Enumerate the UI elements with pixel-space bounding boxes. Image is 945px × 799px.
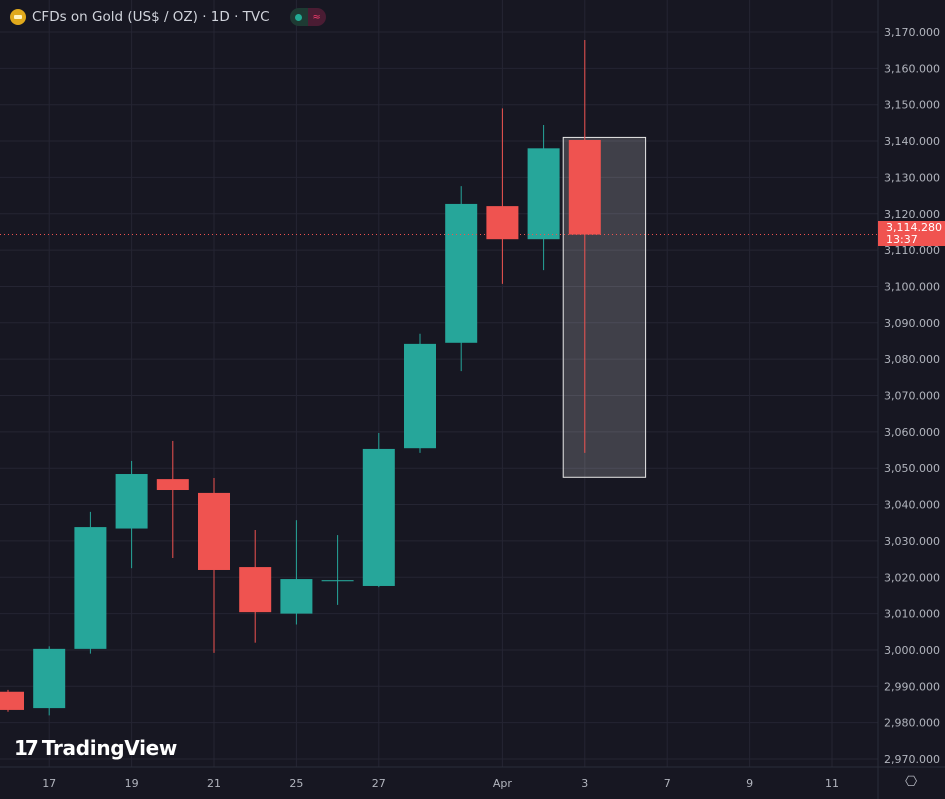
price-axis-label: 3,090.000 [884, 317, 940, 330]
candle [115, 460, 148, 569]
market-open-dot-icon [295, 13, 303, 21]
candle-body [115, 474, 148, 529]
price-axis-label: 3,140.000 [884, 135, 940, 148]
candle-body [486, 206, 519, 240]
time-axis-label: 19 [125, 777, 139, 790]
candle [486, 108, 519, 284]
candle-body [445, 203, 478, 343]
candle-body [239, 567, 272, 613]
price-axis-label: 3,130.000 [884, 171, 940, 184]
candle-body [280, 579, 313, 614]
wave-icon: ≈ [307, 8, 326, 26]
candle [568, 39, 601, 453]
candle [198, 478, 230, 653]
time-axis-label: 21 [207, 777, 221, 790]
candle [239, 529, 272, 643]
candle [321, 535, 354, 605]
symbol-title[interactable]: CFDs on Gold (US$ / OZ) · 1D · TVC [32, 9, 270, 25]
gold-bars-icon [10, 9, 26, 25]
price-axis-label: 3,000.000 [884, 644, 940, 657]
candle-body [0, 691, 24, 710]
time-axis-label: 9 [746, 777, 753, 790]
price-axis-label: 3,020.000 [884, 571, 940, 584]
price-axis-label: 3,150.000 [884, 99, 940, 112]
tradingview-mark-icon: 17 [14, 736, 39, 760]
candle [156, 440, 189, 558]
price-axis-label: 3,170.000 [884, 26, 940, 39]
candle [362, 432, 395, 588]
price-axis-label: 3,080.000 [884, 353, 940, 366]
time-axis-label: 7 [664, 777, 671, 790]
candle-body [568, 139, 601, 235]
candle-body [321, 580, 354, 582]
market-status[interactable]: ≈ [289, 8, 326, 26]
price-axis-label: 2,990.000 [884, 680, 940, 693]
candle-body [156, 479, 189, 491]
price-axis-label: 3,010.000 [884, 608, 940, 621]
price-axis-label: 3,060.000 [884, 426, 940, 439]
price-axis-label: 3,100.000 [884, 280, 940, 293]
candle [280, 520, 313, 625]
tradingview-logo-text: TradingView [41, 736, 178, 760]
price-axis-label: 3,120.000 [884, 208, 940, 221]
candle [33, 646, 66, 716]
time-axis-label: 27 [372, 777, 386, 790]
candle [445, 186, 478, 372]
candle [404, 333, 436, 453]
candle [0, 689, 24, 712]
price-axis-label: 3,030.000 [884, 535, 940, 548]
bar-countdown: 13:37 [886, 233, 918, 246]
candle [527, 125, 560, 271]
price-axis-label: 3,070.000 [884, 390, 940, 403]
candle-body [198, 492, 230, 570]
time-axis-label: 25 [289, 777, 303, 790]
candle [74, 511, 107, 654]
axis-settings-icon[interactable]: ⎔ [905, 774, 918, 790]
price-axis-label: 2,970.000 [884, 753, 940, 766]
price-axis-label: 3,040.000 [884, 499, 940, 512]
time-axis-label: Apr [493, 777, 513, 790]
chart-header: CFDs on Gold (US$ / OZ) · 1D · TVC ≈ [10, 8, 326, 26]
last-price-tag: 3,114.280 13:37 [878, 221, 945, 246]
price-axis-label: 3,050.000 [884, 462, 940, 475]
price-axis-label: 3,160.000 [884, 62, 940, 75]
candle-body [33, 648, 66, 709]
candle-body [527, 148, 560, 240]
price-axis-label: 2,980.000 [884, 717, 940, 730]
price-axis-label: 3,110.000 [884, 244, 940, 257]
candle-body [74, 527, 107, 649]
last-price: 3,114.280 [886, 221, 942, 234]
candle-body [362, 448, 395, 586]
time-axis-label: 3 [581, 777, 588, 790]
tradingview-logo[interactable]: 17 TradingView [14, 736, 177, 760]
time-axis-label: 11 [825, 777, 839, 790]
candle-body [404, 343, 436, 449]
time-axis-label: 17 [42, 777, 56, 790]
